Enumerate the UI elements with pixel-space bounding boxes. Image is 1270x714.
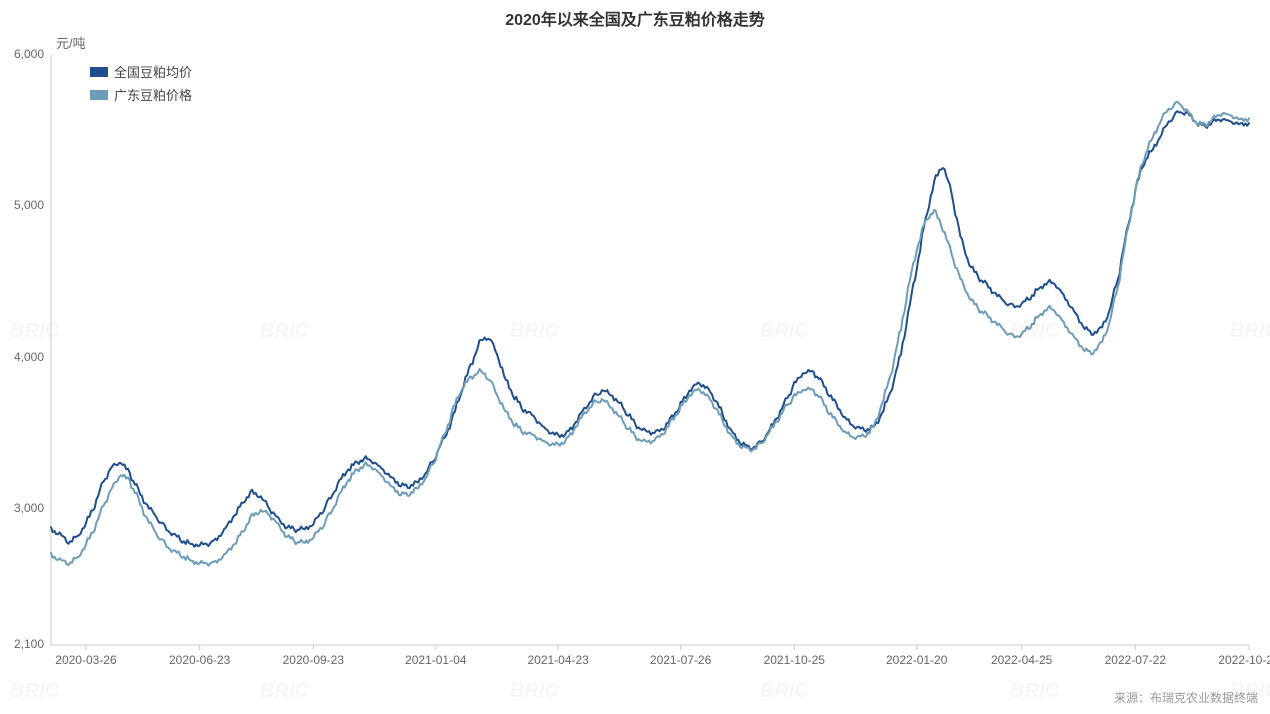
y-tick-label: 6,000	[14, 47, 44, 61]
series-national	[51, 111, 1249, 547]
x-tick-label: 2021-04-23	[527, 653, 588, 667]
x-tick-label: 2022-04-25	[991, 653, 1052, 667]
x-tick-label: 2021-10-25	[764, 653, 825, 667]
x-tick-label: 2020-06-23	[169, 653, 230, 667]
x-tick-label: 2022-01-20	[886, 653, 947, 667]
x-tick-label: 2020-03-26	[55, 653, 116, 667]
y-tick-label: 4,000	[14, 350, 44, 364]
y-tick-label: 2,100	[14, 637, 44, 651]
series-guangdong	[51, 102, 1249, 566]
plot-area	[50, 55, 1250, 685]
x-tick-label: 2022-07-22	[1105, 653, 1166, 667]
chart-title: 2020年以来全国及广东豆粕价格走势	[0, 6, 1270, 30]
y-axis-unit-label: 元/吨	[56, 33, 86, 52]
y-tick-label: 3,000	[14, 501, 44, 515]
x-tick-label: 2020-09-23	[283, 653, 344, 667]
x-tick-label: 2021-01-04	[405, 653, 466, 667]
source-label: 来源：布瑞克农业数据终端	[1114, 689, 1258, 706]
y-tick-label: 5,000	[14, 198, 44, 212]
x-tick-label: 2021-07-26	[650, 653, 711, 667]
x-tick-label: 2022-10-21	[1218, 653, 1270, 667]
